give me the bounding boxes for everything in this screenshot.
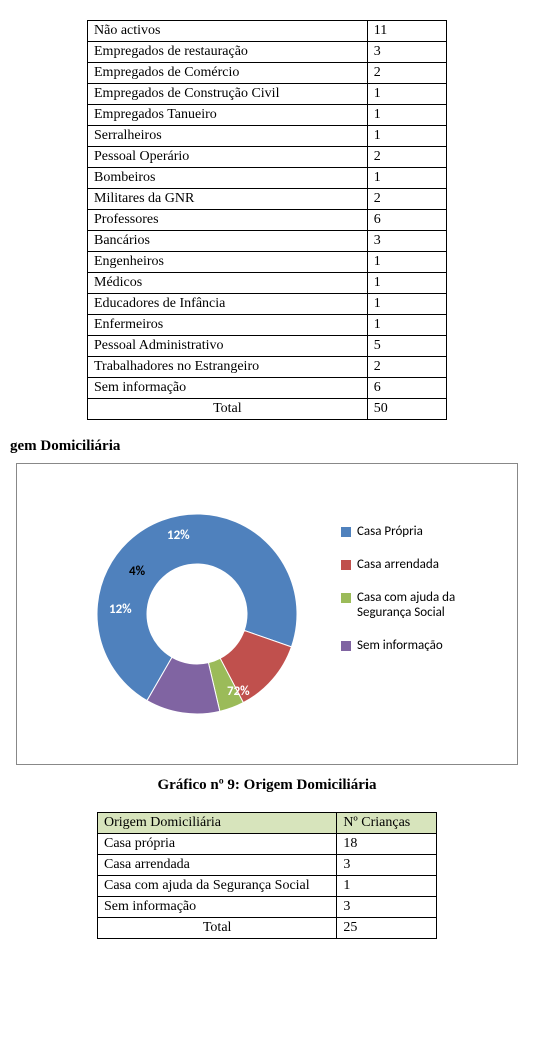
cell-value: 5 xyxy=(367,336,446,357)
table-row: Casa própria18 xyxy=(98,834,437,855)
chart-legend: Casa Própria Casa arrendada Casa com aju… xyxy=(341,524,501,671)
cell-total-label: Total xyxy=(98,918,337,939)
table-row: Professores6 xyxy=(88,210,447,231)
cell-value: 1 xyxy=(367,84,446,105)
table-header-origem: Origem Domiciliária xyxy=(98,813,337,834)
table-row: Trabalhadores no Estrangeiro2 xyxy=(88,357,447,378)
cell-total-value: 25 xyxy=(337,918,437,939)
cell-value: 1 xyxy=(367,315,446,336)
slice-label-4: 4% xyxy=(129,564,145,579)
cell-label: Bancários xyxy=(88,231,368,252)
cell-value: 3 xyxy=(367,42,446,63)
cell-label: Empregados de Comércio xyxy=(88,63,368,84)
table-row: Empregados Tanueiro1 xyxy=(88,105,447,126)
legend-label: Casa Própria xyxy=(357,524,423,539)
cell-label: Casa própria xyxy=(98,834,337,855)
cell-label: Engenheiros xyxy=(88,252,368,273)
cell-label: Militares da GNR xyxy=(88,189,368,210)
section-heading-origem: gem Domiciliária xyxy=(10,438,524,455)
table-row: Pessoal Administrativo5 xyxy=(88,336,447,357)
cell-label: Serralheiros xyxy=(88,126,368,147)
table-row: Educadores de Infância1 xyxy=(88,294,447,315)
slice-label-12a: 12% xyxy=(109,602,132,617)
table-row: Não activos11 xyxy=(88,21,447,42)
legend-label: Casa com ajuda da Segurança Social xyxy=(357,590,501,620)
cell-value: 11 xyxy=(367,21,446,42)
table-row: Engenheiros1 xyxy=(88,252,447,273)
cell-value: 1 xyxy=(367,105,446,126)
donut-chart-origem: 72% 12% 4% 12% Casa Própria Casa arrenda… xyxy=(16,463,518,765)
cell-label: Empregados Tanueiro xyxy=(88,105,368,126)
cell-value: 18 xyxy=(337,834,437,855)
slice-label-12b: 12% xyxy=(167,528,190,543)
cell-label: Pessoal Administrativo xyxy=(88,336,368,357)
table-row: Serralheiros1 xyxy=(88,126,447,147)
cell-label: Professores xyxy=(88,210,368,231)
cell-value: 1 xyxy=(367,126,446,147)
table-row: Empregados de restauração3 xyxy=(88,42,447,63)
table-row-total: Total25 xyxy=(98,918,437,939)
cell-value: 1 xyxy=(367,168,446,189)
table-row: Pessoal Operário2 xyxy=(88,147,447,168)
legend-item-sem-info: Sem informação xyxy=(341,638,501,653)
cell-value: 2 xyxy=(367,357,446,378)
table-row: Sem informação6 xyxy=(88,378,447,399)
occupations-table: Não activos11Empregados de restauração3E… xyxy=(87,20,447,420)
slice-label-72: 72% xyxy=(227,684,250,699)
legend-item-casa-arrendada: Casa arrendada xyxy=(341,557,501,572)
table-row: Médicos1 xyxy=(88,273,447,294)
table-row: Empregados de Comércio2 xyxy=(88,63,447,84)
table-row: Casa com ajuda da Segurança Social1 xyxy=(98,876,437,897)
table-row: Enfermeiros1 xyxy=(88,315,447,336)
cell-value: 1 xyxy=(367,252,446,273)
origem-table: Origem Domiciliária Nº Crianças Casa pró… xyxy=(97,812,437,939)
cell-label: Pessoal Operário xyxy=(88,147,368,168)
legend-label: Casa arrendada xyxy=(357,557,439,572)
cell-value: 3 xyxy=(337,855,437,876)
table-row: Bombeiros1 xyxy=(88,168,447,189)
cell-value: 2 xyxy=(367,63,446,84)
cell-label: Empregados de Construção Civil xyxy=(88,84,368,105)
swatch-icon xyxy=(341,560,351,570)
cell-label: Bombeiros xyxy=(88,168,368,189)
cell-label: Trabalhadores no Estrangeiro xyxy=(88,357,368,378)
table-row-total: Total50 xyxy=(88,399,447,420)
swatch-icon xyxy=(341,593,351,603)
cell-label: Sem informação xyxy=(88,378,368,399)
cell-label: Casa com ajuda da Segurança Social xyxy=(98,876,337,897)
swatch-icon xyxy=(341,641,351,651)
table-row: Casa arrendada3 xyxy=(98,855,437,876)
cell-label: Empregados de restauração xyxy=(88,42,368,63)
cell-value: 3 xyxy=(337,897,437,918)
table-row: Empregados de Construção Civil1 xyxy=(88,84,447,105)
cell-label: Sem informação xyxy=(98,897,337,918)
table-row: Bancários3 xyxy=(88,231,447,252)
cell-label: Casa arrendada xyxy=(98,855,337,876)
cell-label: Médicos xyxy=(88,273,368,294)
legend-label: Sem informação xyxy=(357,638,443,653)
table-header-ncriancas: Nº Crianças xyxy=(337,813,437,834)
legend-item-casa-seguranca: Casa com ajuda da Segurança Social xyxy=(341,590,501,620)
table-row: Sem informação3 xyxy=(98,897,437,918)
cell-label: Educadores de Infância xyxy=(88,294,368,315)
cell-total-label: Total xyxy=(88,399,368,420)
cell-value: 6 xyxy=(367,210,446,231)
cell-value: 1 xyxy=(367,294,446,315)
cell-label: Enfermeiros xyxy=(88,315,368,336)
cell-value: 2 xyxy=(367,189,446,210)
cell-label: Não activos xyxy=(88,21,368,42)
cell-value: 1 xyxy=(367,273,446,294)
cell-total-value: 50 xyxy=(367,399,446,420)
chart-caption: Gráfico nº 9: Origem Domiciliária xyxy=(10,777,524,794)
cell-value: 3 xyxy=(367,231,446,252)
legend-item-casa-propria: Casa Própria xyxy=(341,524,501,539)
donut-graphic: 72% 12% 4% 12% xyxy=(77,494,317,734)
swatch-icon xyxy=(341,527,351,537)
table-row: Militares da GNR2 xyxy=(88,189,447,210)
cell-value: 1 xyxy=(337,876,437,897)
cell-value: 2 xyxy=(367,147,446,168)
cell-value: 6 xyxy=(367,378,446,399)
